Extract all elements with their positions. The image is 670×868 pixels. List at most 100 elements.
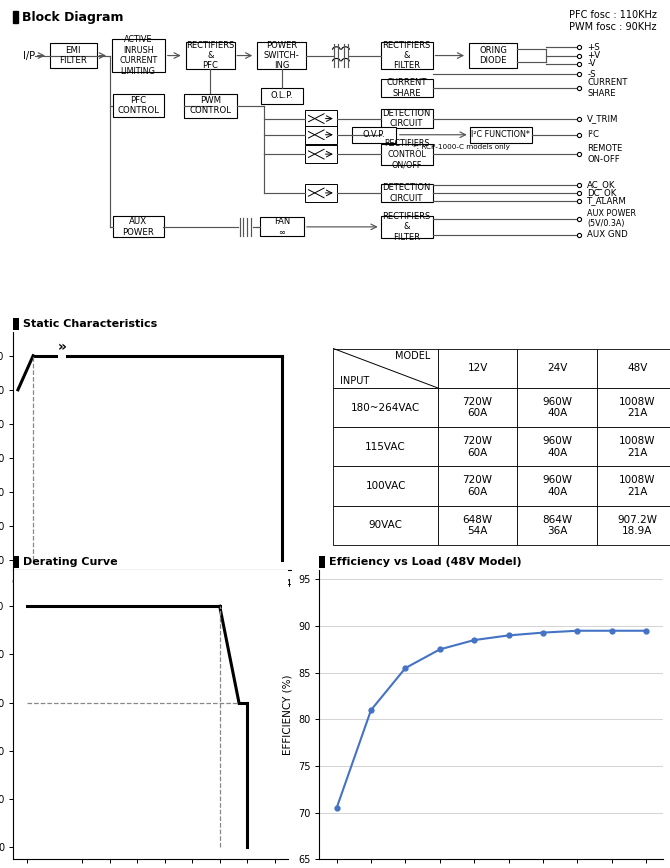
Bar (305, 145, 337, 163)
Text: INPUT: INPUT (340, 376, 370, 385)
Bar (305, 126, 337, 144)
Bar (438, 466, 517, 506)
Bar (517, 349, 598, 388)
Text: CURRENT
SHARE: CURRENT SHARE (387, 78, 427, 97)
Bar (50, 43, 96, 69)
Text: AUX POWER
(5V/0.3A): AUX POWER (5V/0.3A) (588, 209, 636, 228)
Bar (305, 184, 337, 202)
Text: »: » (58, 340, 66, 354)
Text: I/P: I/P (23, 50, 36, 61)
Text: O.L.P.: O.L.P. (271, 91, 293, 101)
Bar (334, 349, 438, 388)
Text: POWER
SWITCH-
ING: POWER SWITCH- ING (264, 41, 299, 70)
Text: 1008W
21A: 1008W 21A (619, 436, 655, 457)
Bar (334, 506, 438, 545)
Text: 1008W
21A: 1008W 21A (619, 397, 655, 418)
Text: 1008W
21A: 1008W 21A (619, 476, 655, 497)
Text: PWM fosc : 90KHz: PWM fosc : 90KHz (570, 22, 657, 31)
Text: CURRENT
SHARE: CURRENT SHARE (588, 78, 628, 97)
Bar (517, 388, 598, 427)
Text: 12V: 12V (468, 363, 488, 373)
Text: PWM
CONTROL: PWM CONTROL (190, 96, 231, 115)
Bar (334, 388, 438, 427)
Text: 720W
60A: 720W 60A (462, 436, 492, 457)
Text: 960W
40A: 960W 40A (543, 397, 572, 418)
Text: RECTIFIERS
CONTROL
ON/OFF: RECTIFIERS CONTROL ON/OFF (384, 139, 429, 169)
Text: 960W
40A: 960W 40A (543, 436, 572, 457)
Bar (352, 127, 396, 143)
Text: 864W
36A: 864W 36A (542, 515, 572, 536)
Text: RECTIFIERS
&
FILTER: RECTIFIERS & FILTER (383, 41, 431, 70)
Bar (381, 42, 433, 69)
Bar (470, 127, 532, 143)
Text: Block Diagram: Block Diagram (23, 10, 124, 23)
Bar (13, 11, 18, 23)
Text: DETECTION
CIRCUIT: DETECTION CIRCUIT (383, 183, 431, 202)
Bar (113, 216, 163, 237)
Bar (381, 215, 433, 238)
Text: I²C FUNCTION*: I²C FUNCTION* (472, 130, 530, 139)
Bar (598, 466, 670, 506)
Text: -V: -V (588, 59, 596, 68)
Bar (438, 388, 517, 427)
Text: AC_OK: AC_OK (588, 181, 616, 189)
Text: DETECTION
CIRCUIT: DETECTION CIRCUIT (383, 108, 431, 128)
Y-axis label: EFFICIENCY (%): EFFICIENCY (%) (282, 674, 292, 755)
Text: RECTIFIERS
&
PFC: RECTIFIERS & PFC (186, 41, 234, 70)
Text: 907.2W
18.9A: 907.2W 18.9A (617, 515, 657, 536)
Bar (598, 427, 670, 466)
Bar (438, 506, 517, 545)
Bar (184, 94, 237, 118)
Bar (186, 42, 234, 69)
Bar (381, 143, 433, 165)
Text: +S: +S (588, 43, 600, 52)
Text: 115VAC: 115VAC (365, 442, 406, 452)
Bar (113, 95, 163, 117)
Bar (257, 42, 306, 69)
Text: 648W
54A: 648W 54A (462, 515, 492, 536)
Bar (334, 427, 438, 466)
Text: DC_OK: DC_OK (588, 188, 616, 197)
Text: PFC
CONTROL: PFC CONTROL (117, 96, 159, 115)
Text: 48V: 48V (627, 363, 647, 373)
Bar (381, 183, 433, 202)
Text: +V: +V (588, 51, 600, 60)
Text: Efficiency vs Load (48V Model): Efficiency vs Load (48V Model) (329, 557, 521, 568)
Bar (598, 506, 670, 545)
Text: ACTIVE
INRUSH
CURRENT
LIMITING: ACTIVE INRUSH CURRENT LIMITING (119, 36, 157, 76)
Text: -S: -S (588, 69, 596, 79)
Text: »: » (58, 569, 66, 582)
Bar (598, 349, 670, 388)
Bar (517, 466, 598, 506)
Text: AUX GND: AUX GND (588, 230, 628, 240)
Bar (517, 427, 598, 466)
X-axis label: INPUT VOLTAGE (VAC) 60Hz: INPUT VOLTAGE (VAC) 60Hz (72, 595, 232, 605)
Text: I²C: I²C (588, 130, 599, 139)
Text: REMOTE
ON-OFF: REMOTE ON-OFF (588, 144, 622, 164)
Text: 180~264VAC: 180~264VAC (351, 403, 420, 412)
Bar (111, 39, 165, 72)
Text: 720W
60A: 720W 60A (462, 397, 492, 418)
Bar (305, 109, 337, 128)
Text: 100VAC: 100VAC (365, 481, 406, 491)
Text: *: RCP-1000-C models only: *: RCP-1000-C models only (413, 144, 510, 150)
Text: 720W
60A: 720W 60A (462, 476, 492, 497)
Bar (260, 218, 304, 236)
Bar (438, 427, 517, 466)
Text: RECTIFIERS
&
FILTER: RECTIFIERS & FILTER (383, 212, 431, 242)
Text: 90VAC: 90VAC (369, 521, 403, 530)
Text: 24V: 24V (547, 363, 567, 373)
Text: FAN
∞: FAN ∞ (273, 217, 290, 237)
Text: 960W
40A: 960W 40A (543, 476, 572, 497)
Bar (517, 506, 598, 545)
Bar (334, 466, 438, 506)
Bar (598, 388, 670, 427)
Bar (261, 89, 303, 103)
Bar (381, 109, 433, 128)
Text: PFC fosc : 110KHz: PFC fosc : 110KHz (569, 10, 657, 20)
Text: MODEL: MODEL (395, 351, 431, 361)
Text: Static Characteristics: Static Characteristics (23, 319, 157, 329)
Text: AUX
POWER: AUX POWER (122, 217, 154, 237)
Text: T_ALARM: T_ALARM (588, 196, 627, 206)
Text: EMI
FILTER: EMI FILTER (59, 46, 87, 65)
